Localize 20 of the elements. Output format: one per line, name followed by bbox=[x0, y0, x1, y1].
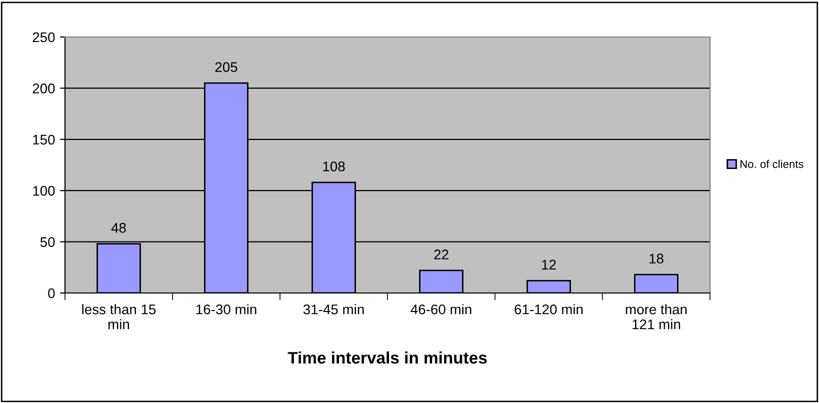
y-tick-label: 50 bbox=[40, 237, 55, 247]
y-tick-label: 100 bbox=[33, 186, 55, 196]
x-tick-label: more than 121 min bbox=[626, 304, 687, 330]
y-tick-label: 0 bbox=[48, 288, 55, 298]
y-tick-label: 250 bbox=[32, 32, 55, 42]
legend-label: No. of clients bbox=[740, 160, 804, 168]
x-tick-label: 46-60 min bbox=[410, 304, 472, 314]
data-label: 48 bbox=[111, 222, 126, 233]
y-tick-label: 150 bbox=[33, 134, 55, 145]
x-axis-title: Time intervals in minutes bbox=[288, 351, 487, 364]
x-tick-label: 16-30 min bbox=[196, 304, 256, 314]
x-tick-label: less than 15 min bbox=[82, 304, 156, 330]
x-tick-label: 31-45 min bbox=[303, 304, 364, 314]
data-label: 205 bbox=[215, 62, 238, 72]
y-tick-label: 200 bbox=[32, 84, 55, 94]
data-label: 12 bbox=[542, 260, 556, 270]
data-label: 108 bbox=[323, 161, 345, 172]
x-tick-label: 61-120 min bbox=[514, 304, 583, 314]
data-label: 18 bbox=[650, 254, 664, 264]
data-label: 22 bbox=[434, 250, 448, 260]
